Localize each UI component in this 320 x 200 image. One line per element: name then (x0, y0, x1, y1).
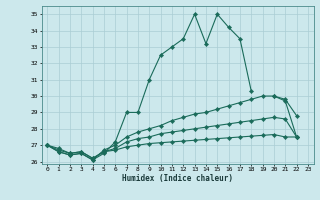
X-axis label: Humidex (Indice chaleur): Humidex (Indice chaleur) (122, 174, 233, 183)
